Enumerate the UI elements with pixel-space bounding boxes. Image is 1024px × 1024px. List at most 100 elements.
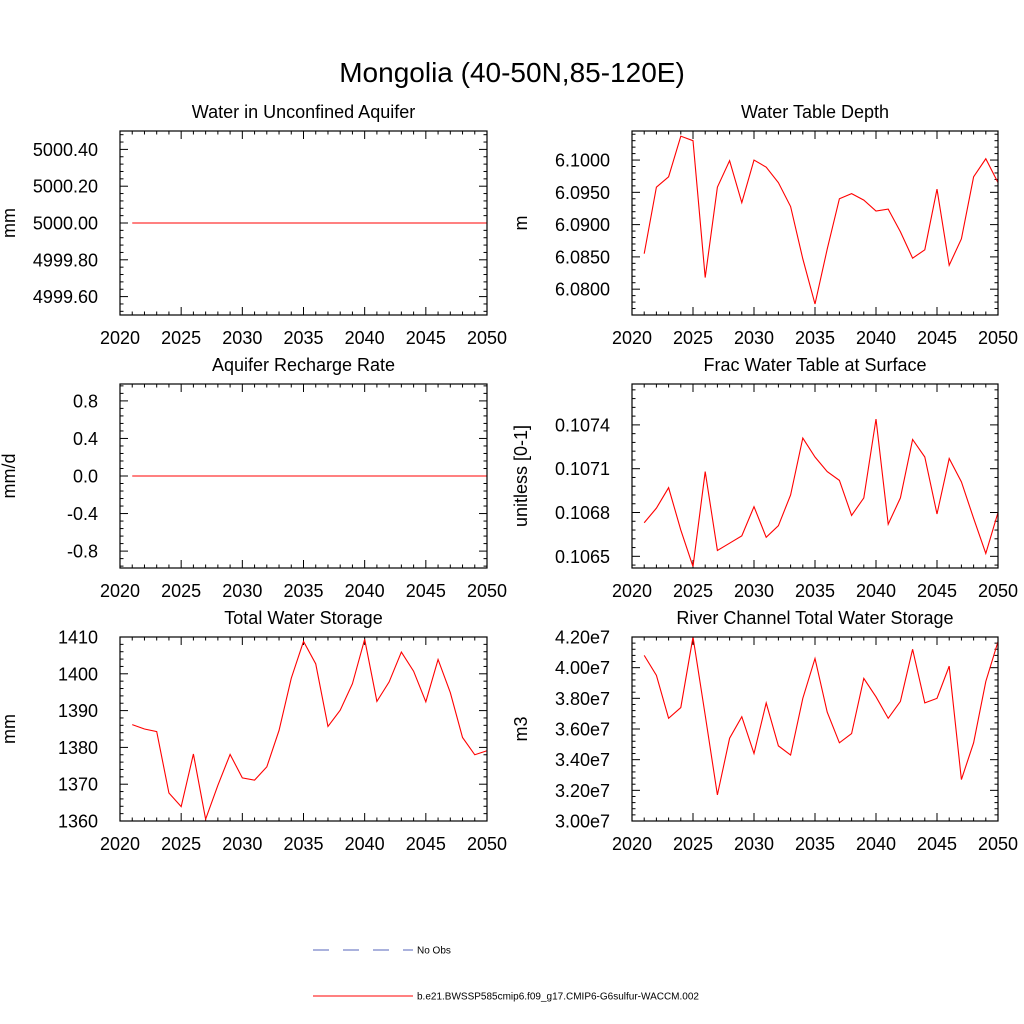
y-tick-label: 4999.60 [33, 287, 98, 307]
y-tick-label: 6.1000 [555, 151, 610, 171]
x-tick-label: 2050 [467, 581, 507, 601]
x-tick-label: 2030 [734, 581, 774, 601]
x-tick-label: 2025 [673, 834, 713, 854]
chart-panel-5: Total Water Storage mm 2020 2025 2030 2035 204… [0, 608, 507, 854]
x-tick-label: 2035 [283, 834, 323, 854]
x-tick-label: 2030 [734, 834, 774, 854]
y-tick-label: 6.0850 [555, 247, 610, 267]
y-tick-label: 0.8 [73, 391, 98, 411]
y-axis-label: unitless [0-1] [511, 425, 531, 527]
figure-title: Mongolia (40-50N,85-120E) [339, 57, 685, 88]
x-tick-label: 2045 [406, 328, 446, 348]
y-tick-label: 0.0 [73, 467, 98, 487]
x-tick-label: 2040 [345, 834, 385, 854]
x-tick-label: 2040 [856, 834, 896, 854]
chart-panel-4: Frac Water Table at Surface unitless [0-1… [511, 355, 1018, 601]
plot-frame [631, 130, 999, 316]
plot-frame [119, 130, 488, 316]
y-axis-label: m3 [511, 716, 531, 741]
x-tick-label: 2025 [673, 581, 713, 601]
x-tick-label: 2040 [856, 581, 896, 601]
series-line [643, 135, 999, 305]
y-tick-label: 3.20e7 [555, 781, 610, 801]
x-tick-label: 2035 [283, 581, 323, 601]
chart-panel-1: Water in Unconfined Aquifer mm 2020 2025 203… [0, 102, 507, 348]
y-tick-label: 3.80e7 [555, 689, 610, 709]
y-tick-label: 0.4 [73, 429, 98, 449]
y-tick-label: 1370 [58, 775, 98, 795]
y-axis-label: mm/d [0, 454, 19, 499]
x-tick-label: 2025 [161, 581, 201, 601]
chart-title: Frac Water Table at Surface [703, 355, 926, 375]
x-tick-label: 2040 [345, 328, 385, 348]
x-tick-label: 2040 [856, 328, 896, 348]
x-tick-label: 2035 [795, 834, 835, 854]
legend-model-label: b.e21.BWSSP585cmip6.f09_g17.CMIP6-G6sulf… [417, 992, 699, 1003]
x-tick-label: 2050 [978, 834, 1018, 854]
x-tick-label: 2025 [161, 328, 201, 348]
plot-frame [631, 383, 999, 569]
chart-title: Water in Unconfined Aquifer [192, 102, 415, 122]
legend-no-obs-label: No Obs [417, 946, 451, 957]
x-tick-label: 2025 [161, 834, 201, 854]
y-tick-label: 0.1074 [555, 415, 610, 435]
x-tick-label: 2045 [917, 328, 957, 348]
x-tick-label: 2050 [978, 328, 1018, 348]
x-tick-label: 2050 [978, 581, 1018, 601]
y-tick-label: 5000.40 [33, 140, 98, 160]
chart-title: Aquifer Recharge Rate [212, 355, 395, 375]
x-tick-label: 2040 [345, 581, 385, 601]
y-tick-label: 4999.80 [33, 250, 98, 270]
y-tick-label: 6.0800 [555, 280, 610, 300]
x-tick-label: 2035 [795, 581, 835, 601]
y-tick-label: 1390 [58, 701, 98, 721]
legend: No Obs b.e21.BWSSP585cmip6.f09_g17.CMIP6… [313, 946, 699, 1003]
y-tick-label: -0.4 [67, 504, 98, 524]
y-tick-label: 0.1068 [555, 503, 610, 523]
series-line [132, 639, 488, 822]
x-tick-label: 2045 [917, 834, 957, 854]
x-tick-label: 2020 [612, 834, 652, 854]
y-tick-label: 5000.00 [33, 214, 98, 234]
x-tick-label: 2030 [222, 581, 262, 601]
y-axis-label: mm [0, 714, 19, 744]
y-tick-label: 3.60e7 [555, 720, 610, 740]
x-tick-label: 2050 [467, 328, 507, 348]
y-tick-label: 4.00e7 [555, 658, 610, 678]
chart-title: Water Table Depth [741, 102, 889, 122]
series-line [643, 636, 999, 796]
panels: Water in Unconfined Aquifer mm 2020 2025 203… [0, 102, 1018, 854]
series-line [643, 418, 999, 567]
x-tick-label: 2030 [222, 328, 262, 348]
plot-frame [631, 636, 999, 822]
y-tick-label: 3.40e7 [555, 750, 610, 770]
chart-panel-6: River Channel Total Water Storage m3 2020 2… [511, 608, 1018, 854]
x-tick-label: 2020 [100, 581, 140, 601]
y-tick-label: 1410 [58, 628, 98, 648]
x-tick-label: 2020 [100, 328, 140, 348]
x-tick-label: 2025 [673, 328, 713, 348]
x-tick-label: 2045 [406, 834, 446, 854]
x-tick-label: 2020 [100, 834, 140, 854]
y-tick-label: 6.0950 [555, 183, 610, 203]
y-tick-label: -0.8 [67, 542, 98, 562]
y-axis-label: m [511, 216, 531, 231]
chart-title: Total Water Storage [224, 608, 382, 628]
y-tick-label: 5000.20 [33, 177, 98, 197]
x-tick-label: 2020 [612, 581, 652, 601]
y-tick-label: 3.00e7 [555, 812, 610, 832]
chart-panel-2: Water Table Depth m 2020 2025 2030 2035 2040 20… [511, 102, 1018, 348]
x-tick-label: 2030 [734, 328, 774, 348]
y-tick-label: 6.0900 [555, 215, 610, 235]
y-tick-label: 1380 [58, 738, 98, 758]
x-tick-label: 2035 [795, 328, 835, 348]
x-tick-label: 2045 [406, 581, 446, 601]
x-tick-label: 2020 [612, 328, 652, 348]
y-axis-label: mm [0, 208, 19, 238]
chart-title: River Channel Total Water Storage [676, 608, 953, 628]
plot-frame [119, 383, 488, 569]
plot-frame [119, 636, 488, 822]
x-tick-label: 2030 [222, 834, 262, 854]
y-tick-label: 0.1065 [555, 547, 610, 567]
